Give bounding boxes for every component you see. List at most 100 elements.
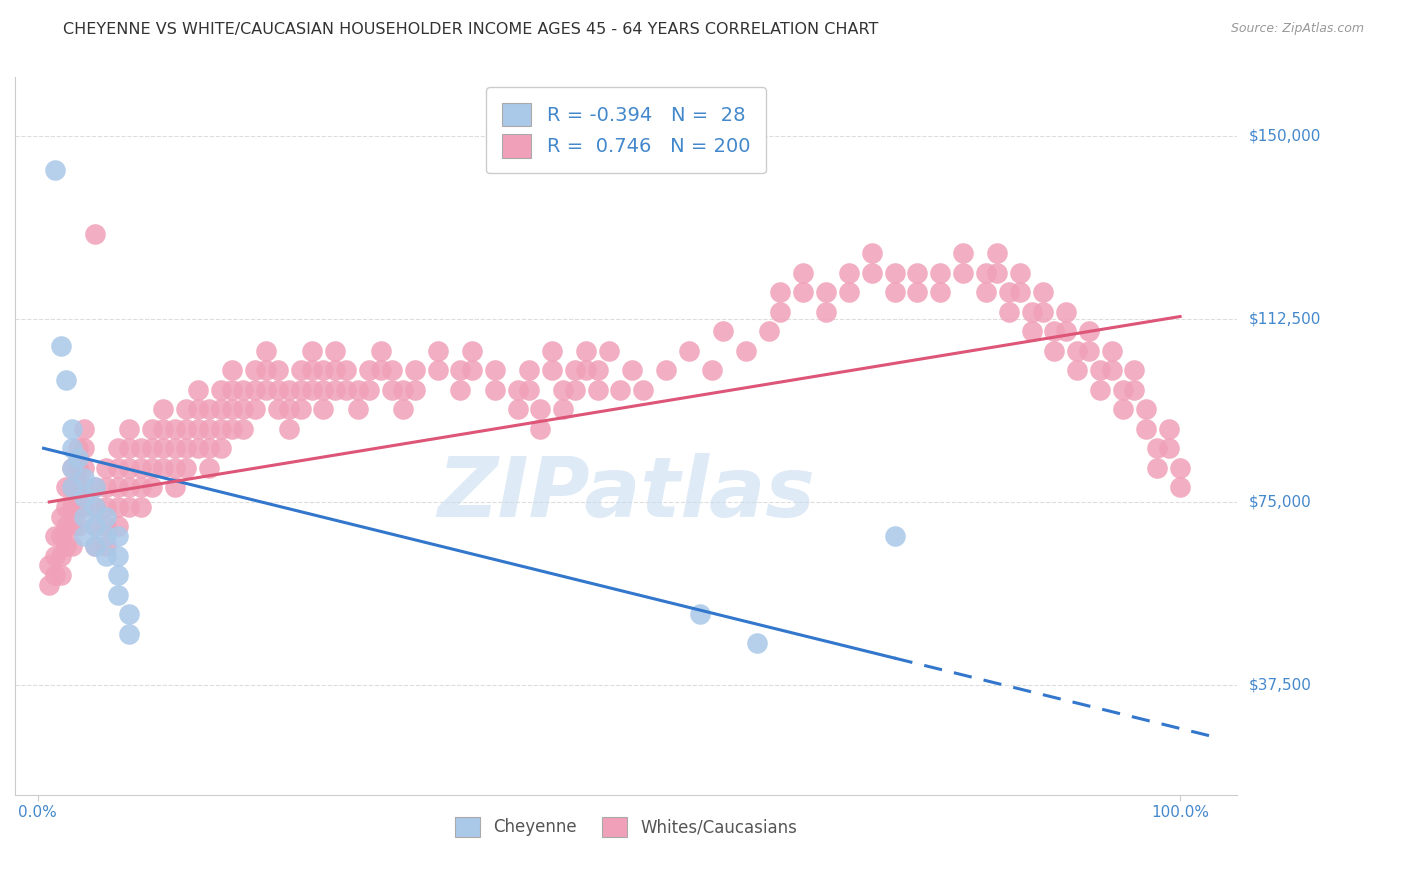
Point xyxy=(141,460,163,475)
Point xyxy=(72,442,94,456)
Point xyxy=(381,363,404,377)
Point xyxy=(952,266,974,280)
Point xyxy=(404,363,426,377)
Point xyxy=(553,383,575,397)
Text: $150,000: $150,000 xyxy=(1249,128,1320,144)
Point xyxy=(1043,324,1066,338)
Point xyxy=(370,343,392,358)
Point xyxy=(631,383,654,397)
Point xyxy=(529,402,551,417)
Point xyxy=(392,402,415,417)
Point xyxy=(72,470,94,484)
Point xyxy=(66,450,89,465)
Point xyxy=(84,539,107,553)
Point xyxy=(66,480,89,494)
Point xyxy=(838,266,860,280)
Point xyxy=(711,324,734,338)
Text: ZIPatlas: ZIPatlas xyxy=(437,453,815,534)
Point xyxy=(529,422,551,436)
Point xyxy=(517,363,540,377)
Point xyxy=(221,383,243,397)
Point xyxy=(1135,402,1157,417)
Point xyxy=(426,363,449,377)
Point xyxy=(49,568,72,582)
Point xyxy=(792,266,814,280)
Point xyxy=(792,285,814,300)
Point xyxy=(1123,383,1146,397)
Point xyxy=(49,549,72,563)
Point xyxy=(860,246,883,260)
Point xyxy=(814,304,837,318)
Point xyxy=(243,363,266,377)
Point xyxy=(107,529,129,543)
Point xyxy=(84,480,107,494)
Point xyxy=(96,509,118,524)
Point xyxy=(84,519,107,533)
Point xyxy=(107,500,129,514)
Point xyxy=(1054,324,1077,338)
Point xyxy=(769,304,792,318)
Point xyxy=(564,363,586,377)
Point xyxy=(49,339,72,353)
Point xyxy=(141,422,163,436)
Point xyxy=(575,363,598,377)
Point xyxy=(278,402,301,417)
Point xyxy=(198,442,221,456)
Point xyxy=(1054,304,1077,318)
Point xyxy=(986,246,1008,260)
Point xyxy=(905,266,928,280)
Point xyxy=(506,402,529,417)
Point xyxy=(290,363,312,377)
Point xyxy=(254,363,277,377)
Point xyxy=(564,383,586,397)
Point xyxy=(129,480,152,494)
Point xyxy=(335,383,357,397)
Point xyxy=(96,480,118,494)
Point xyxy=(620,363,643,377)
Point xyxy=(381,383,404,397)
Point xyxy=(55,480,77,494)
Point xyxy=(38,578,60,592)
Point xyxy=(609,383,631,397)
Point xyxy=(209,402,232,417)
Point xyxy=(118,422,141,436)
Point xyxy=(232,383,254,397)
Text: $37,500: $37,500 xyxy=(1249,677,1312,692)
Point xyxy=(1066,343,1088,358)
Point xyxy=(163,480,186,494)
Point xyxy=(129,460,152,475)
Point xyxy=(267,363,290,377)
Point xyxy=(883,266,905,280)
Point xyxy=(66,442,89,456)
Point xyxy=(243,383,266,397)
Point xyxy=(905,285,928,300)
Point xyxy=(392,383,415,397)
Point xyxy=(1157,442,1180,456)
Point xyxy=(243,402,266,417)
Point xyxy=(484,383,506,397)
Point xyxy=(96,460,118,475)
Point xyxy=(107,549,129,563)
Point xyxy=(141,442,163,456)
Point xyxy=(96,529,118,543)
Point xyxy=(278,383,301,397)
Point xyxy=(323,343,346,358)
Point xyxy=(254,343,277,358)
Point xyxy=(553,402,575,417)
Point xyxy=(96,500,118,514)
Point xyxy=(1168,460,1191,475)
Point xyxy=(60,500,83,514)
Text: Source: ZipAtlas.com: Source: ZipAtlas.com xyxy=(1230,22,1364,36)
Point xyxy=(84,500,107,514)
Point xyxy=(187,422,209,436)
Point xyxy=(974,266,997,280)
Point xyxy=(209,422,232,436)
Point xyxy=(484,363,506,377)
Point xyxy=(66,460,89,475)
Text: $112,500: $112,500 xyxy=(1249,311,1320,326)
Point xyxy=(141,480,163,494)
Point xyxy=(1088,383,1111,397)
Point xyxy=(209,383,232,397)
Point xyxy=(1088,363,1111,377)
Point xyxy=(72,422,94,436)
